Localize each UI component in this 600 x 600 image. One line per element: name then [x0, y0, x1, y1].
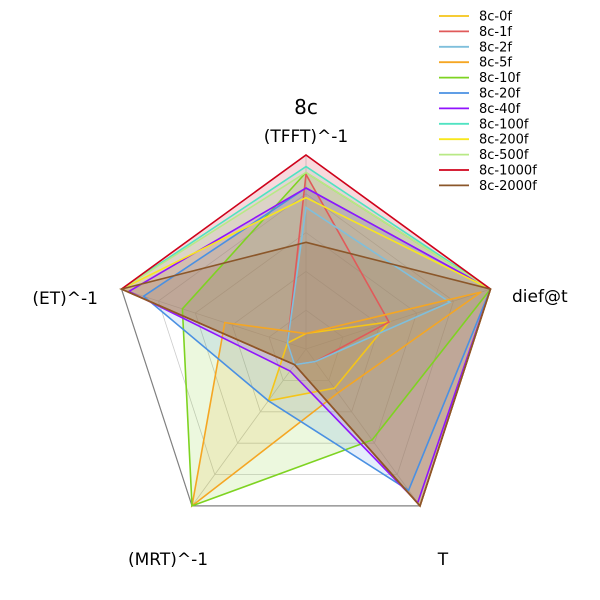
- axis-labels: (TFFT)^-1 dief@t T (MRT)^-1 (ET)^-1: [32, 127, 568, 570]
- legend: 8c-0f8c-1f8c-2f8c-5f8c-10f8c-20f8c-40f8c…: [439, 10, 537, 194]
- grid-ring: [268, 309, 344, 381]
- chart-title: 8c: [294, 95, 318, 119]
- legend-label: 8c-100f: [479, 117, 529, 132]
- grid-spoke: [305, 348, 421, 507]
- legend-label: 8c-2000f: [479, 179, 537, 194]
- series-area-8c-5f: [192, 292, 482, 506]
- series-line-8c-2f: [286, 206, 452, 366]
- series-area-8c-2000f: [121, 242, 491, 506]
- series-line-8c-5f: [190, 291, 482, 508]
- grid-ring: [194, 232, 418, 444]
- axis-label: (TFFT)^-1: [264, 127, 349, 147]
- legend-label: 8c-200f: [479, 133, 529, 148]
- legend-label: 8c-500f: [479, 148, 529, 163]
- series-line-8c-2000f: [119, 241, 492, 508]
- series-area-8c-20f: [143, 188, 491, 491]
- legend-label: 8c-1f: [479, 25, 512, 40]
- series-line-8c-40f: [127, 187, 492, 505]
- legend-label: 8c-5f: [479, 56, 512, 71]
- legend-label: 8c-1000f: [479, 164, 537, 179]
- legend-label: 8c-20f: [479, 87, 521, 102]
- grid-spoke: [191, 348, 307, 507]
- axis-label: T: [437, 550, 449, 570]
- legend-label: 8c-10f: [479, 71, 521, 86]
- series-area-8c-100f: [121, 166, 491, 506]
- legend-label: 8c-0f: [479, 10, 512, 25]
- axis-label: (MRT)^-1: [128, 550, 208, 570]
- legend-label: 8c-2f: [479, 40, 512, 55]
- axis-label: (ET)^-1: [32, 289, 98, 309]
- legend-label: 8c-40f: [479, 102, 521, 117]
- axis-label: dief@t: [512, 287, 568, 307]
- grid-spoke: [121, 288, 307, 350]
- grid-ring: [157, 193, 455, 476]
- series-area-8c-500f: [121, 172, 491, 506]
- grid-spoke: [305, 288, 491, 350]
- series-line-8c-0f: [267, 320, 391, 402]
- series-area-8c-1f: [287, 174, 389, 365]
- radar-series-group: [119, 154, 492, 508]
- series-area-8c-10f: [182, 172, 491, 506]
- grid-ring: [231, 270, 381, 413]
